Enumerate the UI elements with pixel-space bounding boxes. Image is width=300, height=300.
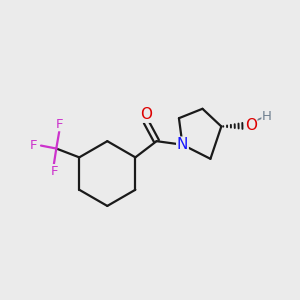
Text: H: H (262, 110, 272, 123)
Text: F: F (56, 118, 64, 130)
Text: F: F (51, 165, 58, 178)
Text: O: O (140, 107, 152, 122)
Text: O: O (245, 118, 257, 134)
Text: F: F (30, 139, 38, 152)
Text: N: N (177, 137, 188, 152)
